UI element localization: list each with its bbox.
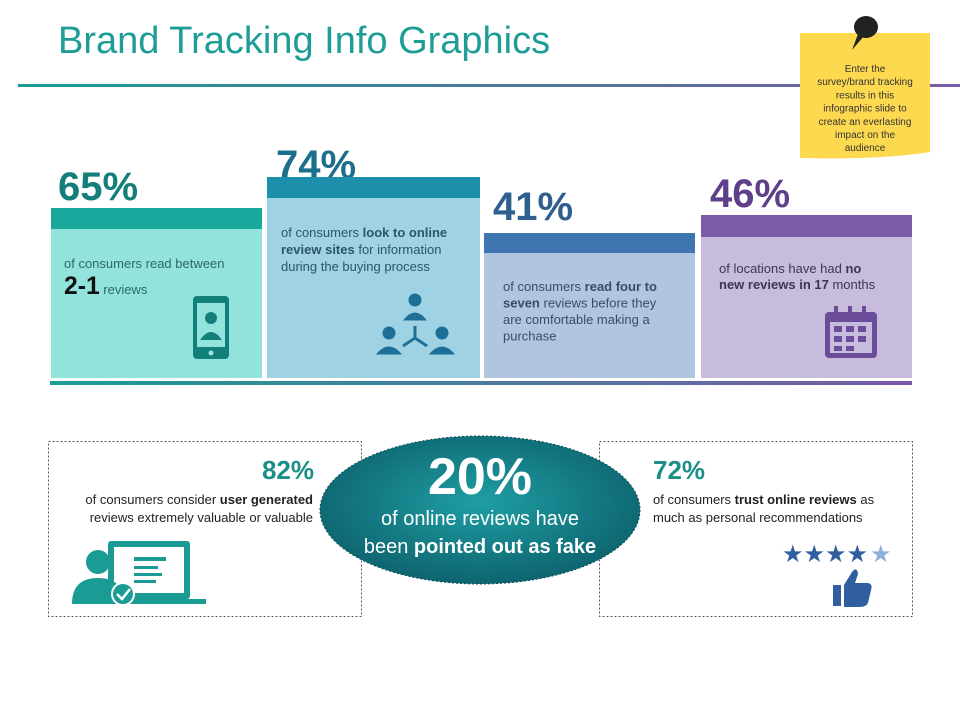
text-line: of consumers read between xyxy=(64,256,224,271)
svg-text:★: ★ xyxy=(870,541,892,568)
text-segment: trust online reviews xyxy=(735,492,857,507)
text-segment: of consumers consider xyxy=(85,492,219,507)
sticky-note xyxy=(800,16,930,159)
text-line: 2-1 reviews xyxy=(64,273,148,300)
text-line: of consumers read four to xyxy=(503,279,657,294)
user-laptop-icon xyxy=(72,541,206,606)
text-line: of consumers look to online xyxy=(281,225,447,240)
card-stat: 65% xyxy=(58,165,138,209)
text-line: during the buying process xyxy=(281,259,430,274)
text-segment: reviews extremely valuable or valuable xyxy=(90,510,313,525)
text-segment: read four to xyxy=(585,279,657,294)
text-segment: 2-1 xyxy=(64,273,100,300)
text-segment: new reviews in 17 xyxy=(719,277,829,292)
text-line: review sites for information xyxy=(281,242,441,257)
title-rule xyxy=(18,84,960,87)
phone-icon xyxy=(193,296,229,359)
text-segment: of consumers xyxy=(281,225,363,240)
text-segment: during the buying process xyxy=(281,259,430,274)
text-line: of consumers consider user generated xyxy=(85,492,313,507)
note-line: Enter the xyxy=(845,64,886,75)
text-segment: review sites xyxy=(281,242,355,257)
text-line: purchase xyxy=(503,329,556,344)
title: Brand Tracking Info Graphics xyxy=(58,20,550,62)
text-segment: reviews xyxy=(100,282,148,297)
note-line: impact on the xyxy=(835,130,895,141)
text-segment: purchase xyxy=(503,329,556,344)
dynamic-text: 65% of consumers read between 2-1 reviews 7… xyxy=(58,143,876,558)
card-header xyxy=(267,177,480,198)
text-line: seven reviews before they xyxy=(503,296,657,311)
text-segment: been xyxy=(364,536,414,558)
text-segment: of consumers read between xyxy=(64,256,224,271)
text-segment: of online reviews have xyxy=(381,508,579,530)
text-segment: reviews before they xyxy=(540,296,657,311)
text-line: much as personal recommendations xyxy=(653,510,863,525)
text-line: new reviews in 17 months xyxy=(719,277,876,292)
text-line: of locations have had no xyxy=(719,261,861,276)
text-line: reviews extremely valuable or valuable xyxy=(90,510,313,525)
note-line: results in this xyxy=(836,90,894,101)
text-segment: months xyxy=(829,277,876,292)
text-segment: user generated xyxy=(220,492,313,507)
text-segment: much as personal recommendations xyxy=(653,510,863,525)
left-stat: 82% xyxy=(262,455,314,485)
text-segment: are comfortable making a xyxy=(503,312,650,327)
text-line: are comfortable making a xyxy=(503,312,650,327)
text-segment: for information xyxy=(355,242,442,257)
note-text: Enter the survey/brand tracking results in… xyxy=(817,64,913,154)
network-icon xyxy=(375,293,456,355)
text-segment: as xyxy=(857,492,875,507)
card-stat: 46% xyxy=(710,172,790,216)
text-segment: of consumers xyxy=(503,279,585,294)
text-segment: of consumers xyxy=(653,492,735,507)
note-line: infographic slide to xyxy=(823,104,907,115)
text-segment: no xyxy=(845,261,861,276)
right-stat: 72% xyxy=(653,455,705,485)
center-stat: 20% xyxy=(428,448,532,506)
center-oval xyxy=(319,435,641,585)
calendar-icon xyxy=(825,306,877,358)
text-line: been pointed out as fake xyxy=(364,536,596,558)
card-stat: 41% xyxy=(493,185,573,229)
text-line: of online reviews have xyxy=(381,508,579,530)
note-line: audience xyxy=(845,143,886,154)
note-line: survey/brand tracking xyxy=(817,77,913,88)
text-segment: of locations have had xyxy=(719,261,845,276)
text-line: of consumers trust online reviews as xyxy=(653,492,875,507)
rating-icon: ★★★★ ★ xyxy=(782,541,892,607)
text-segment: look to online xyxy=(363,225,448,240)
text-segment: pointed out as fake xyxy=(414,536,596,558)
note-line: create an everlasting xyxy=(819,117,912,128)
text-segment: seven xyxy=(503,296,540,311)
svg-text:★★★★: ★★★★ xyxy=(782,541,868,568)
